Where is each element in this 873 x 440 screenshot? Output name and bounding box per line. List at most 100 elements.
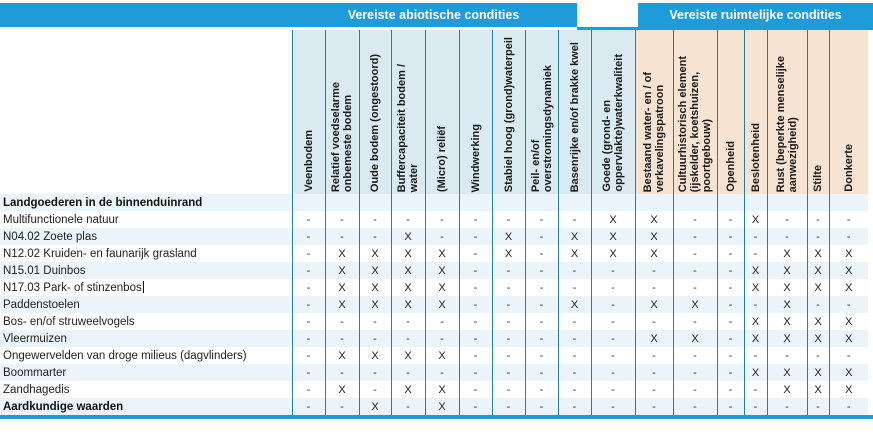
matrix-cell: - <box>557 347 591 364</box>
col-header-label: Openheid <box>724 141 737 192</box>
matrix-cell <box>672 194 717 211</box>
matrix-cell: - <box>716 330 744 347</box>
matrix-cell <box>716 194 744 211</box>
matrix-cell: - <box>324 330 359 347</box>
matrix-cell: X <box>557 228 591 245</box>
col-header-bestaand-water-verkavelingspatroon: Bestaand water- en / of verkavelingspatr… <box>634 30 673 194</box>
matrix-cell <box>291 194 325 211</box>
matrix-cell: - <box>424 330 459 347</box>
matrix-cell: - <box>491 313 525 330</box>
matrix-cell: - <box>806 347 829 364</box>
matrix-cell: X <box>424 347 459 364</box>
matrix-cell: - <box>743 228 767 245</box>
matrix-cell: X <box>766 245 807 262</box>
matrix-cell: - <box>672 262 717 279</box>
matrix-cell: - <box>390 211 425 228</box>
matrix-cell: - <box>324 313 359 330</box>
matrix-cell: X <box>766 330 807 347</box>
matrix-cell: X <box>390 245 425 262</box>
matrix-cell: X <box>743 313 767 330</box>
row-label-text: Vleermuizen <box>3 332 67 345</box>
matrix-cell: - <box>634 364 673 381</box>
col-header-label: Windwerking <box>469 123 482 192</box>
col-header-label: Veenbodem <box>302 130 315 192</box>
matrix-cell: - <box>524 398 558 415</box>
col-header-oude-bodem: Oude bodem (ongestoord) <box>358 30 391 194</box>
row-label-ongewervelden-dagvlinders: Ongewervelden van droge milieus (dagvlin… <box>0 347 292 364</box>
matrix-cell: X <box>743 279 767 296</box>
matrix-cell: - <box>716 279 744 296</box>
row-label-text: N04.02 Zoete plas <box>3 230 97 243</box>
matrix-cell: X <box>358 279 391 296</box>
conditions-matrix[interactable]: Veenbodem Relatief voedselarme onbemeste … <box>0 30 873 415</box>
matrix-cell: - <box>828 228 868 245</box>
row-label-text: Ongewervelden van droge milieus (dagvlin… <box>3 349 247 362</box>
matrix-cell <box>424 194 459 211</box>
matrix-cell: - <box>672 347 717 364</box>
matrix-cell: - <box>828 296 868 313</box>
matrix-cell: - <box>716 228 744 245</box>
matrix-cell: - <box>766 398 807 415</box>
row-label-aardkundige-waarden: Aardkundige waarden <box>0 398 292 415</box>
matrix-cell: - <box>524 330 558 347</box>
matrix-cell: - <box>672 364 717 381</box>
band-row: Vereiste abiotische condities Vereiste r… <box>0 0 873 30</box>
matrix-cell: - <box>806 211 829 228</box>
matrix-cell: X <box>324 262 359 279</box>
matrix-cell: - <box>291 381 325 398</box>
matrix-cell: - <box>458 211 492 228</box>
matrix-cell: - <box>716 262 744 279</box>
matrix-cell: X <box>424 398 459 415</box>
matrix-cell: - <box>806 398 829 415</box>
matrix-cell: - <box>716 211 744 228</box>
matrix-cell: X <box>390 228 425 245</box>
matrix-cell: - <box>828 211 868 228</box>
matrix-cell: - <box>590 313 635 330</box>
col-header-label: Peil- en/of overstromingsdynamiek <box>529 64 554 192</box>
matrix-cell <box>491 194 525 211</box>
matrix-cell: - <box>524 296 558 313</box>
col-header-label: Stilte <box>812 165 824 192</box>
matrix-cell: - <box>458 347 492 364</box>
matrix-cell <box>557 194 591 211</box>
col-header-label: Relatief voedselarme onbemeste bodem <box>330 81 354 192</box>
matrix-cell: - <box>491 398 525 415</box>
matrix-cell: - <box>491 211 525 228</box>
matrix-cell: - <box>458 279 492 296</box>
matrix-cell: X <box>743 262 767 279</box>
matrix-cell: - <box>390 313 425 330</box>
matrix-cell: - <box>491 262 525 279</box>
col-header-label: Donkerte <box>842 144 855 192</box>
row-label-landgoederen-binnenduinrand: Landgoederen in de binnenduinrand <box>0 194 292 211</box>
matrix-cell: - <box>590 364 635 381</box>
matrix-cell: X <box>590 245 635 262</box>
matrix-cell: - <box>291 279 325 296</box>
table-row: Bos- en/of struweelvogels - - - - - - - - - - - - - X X… <box>0 313 868 330</box>
matrix-cell: - <box>458 398 492 415</box>
col-header-label: Rust (beperkte menselijke aanwezigheid) <box>775 55 799 192</box>
matrix-cell: X <box>806 313 829 330</box>
matrix-cell <box>634 194 673 211</box>
matrix-cell: X <box>634 228 673 245</box>
matrix-cell: - <box>590 262 635 279</box>
matrix-cell: - <box>557 211 591 228</box>
matrix-cell: - <box>424 364 459 381</box>
matrix-cell <box>358 194 391 211</box>
matrix-cell: - <box>743 296 767 313</box>
matrix-cell: - <box>672 381 717 398</box>
matrix-cell: - <box>634 313 673 330</box>
row-label-text: Zandhagedis <box>3 383 70 396</box>
matrix-cell: X <box>634 211 673 228</box>
matrix-cell: - <box>634 347 673 364</box>
matrix-cell: - <box>557 279 591 296</box>
matrix-cell: - <box>324 398 359 415</box>
matrix-cell: X <box>806 262 829 279</box>
table-row: Multifunctionele natuur - - - - - - - - - X X - - X - - - <box>0 211 868 228</box>
matrix-cell: - <box>716 381 744 398</box>
matrix-cell: - <box>358 313 391 330</box>
col-header-label: Cultuurhistorisch element (ijskelder, ko… <box>677 55 713 192</box>
matrix-cell: - <box>458 296 492 313</box>
matrix-cell <box>390 194 425 211</box>
row-label-text: N17.03 Park- of stinzenbos <box>3 282 142 294</box>
